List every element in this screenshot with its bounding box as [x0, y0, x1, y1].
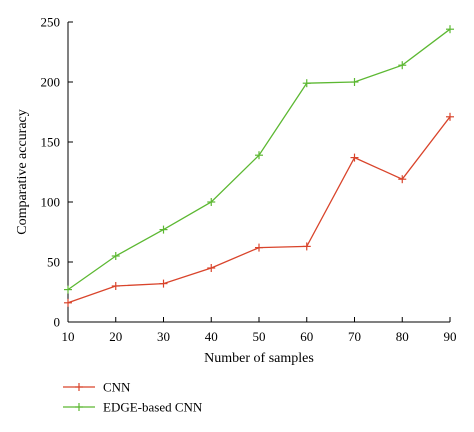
- x-ticks: 10 20 30 40 50 60 70 80 90: [62, 317, 457, 344]
- x-tick-label: 70: [348, 329, 361, 344]
- cnn-data-point: [350, 153, 359, 162]
- x-tick-label: 20: [109, 329, 122, 344]
- x-tick-label: 30: [157, 329, 170, 344]
- y-tick-label: 250: [41, 15, 61, 30]
- legend-label: EDGE-based CNN: [103, 400, 203, 415]
- edge-based-cnn-data-point: [255, 151, 263, 160]
- plot-area: 10 20 30 40 50 60 70 80 90 0 50 100 150 200 250: [41, 15, 457, 345]
- y-ticks: 0 50 100 150 200 250: [41, 15, 73, 330]
- cnn-data-point: [398, 175, 407, 184]
- cnn-data-point: [207, 264, 216, 272]
- x-tick-label: 10: [62, 329, 75, 344]
- y-tick-label: 0: [54, 315, 61, 330]
- edge-based-cnn-data-point: [398, 61, 407, 70]
- legend-item-cnn: CNN: [63, 380, 131, 395]
- cnn-data-point: [302, 242, 311, 251]
- edge-based-cnn-data-point: [207, 198, 216, 206]
- y-tick-label: 100: [41, 195, 61, 210]
- legend-label: CNN: [103, 380, 131, 395]
- edge-based-cnn-data-point: [350, 78, 359, 86]
- x-tick-label: 90: [444, 329, 457, 344]
- edge-based-cnn-data-point: [446, 25, 454, 34]
- cnn-data-point: [159, 279, 168, 288]
- x-tick-label: 60: [300, 329, 313, 344]
- cnn-data-point: [64, 298, 72, 307]
- cnn-series-line: [67, 116, 451, 304]
- cnn-data-point: [446, 112, 454, 121]
- series-layer: [64, 25, 454, 307]
- legend-item-edge-based-cnn: EDGE-based CNN: [63, 400, 203, 415]
- x-tick-label: 80: [396, 329, 409, 344]
- x-tick-label: 50: [253, 329, 266, 344]
- y-tick-label: 50: [47, 255, 60, 270]
- cnn-data-point: [111, 282, 120, 290]
- x-tick-label: 40: [205, 329, 218, 344]
- edge-based-cnn-data-point: [302, 79, 311, 88]
- edge-based-cnn-data-point: [159, 225, 168, 234]
- y-axis-title: Comparative accuracy: [15, 109, 30, 235]
- y-tick-label: 200: [41, 75, 61, 90]
- x-axis-title: Number of samples: [204, 351, 314, 366]
- edge-based-cnn-data-point: [111, 252, 120, 260]
- cnn-data-point: [255, 243, 263, 252]
- edge-based-cnn-data-point: [64, 285, 72, 294]
- y-tick-label: 150: [41, 135, 61, 150]
- legend: CNN EDGE-based CNN: [63, 380, 203, 415]
